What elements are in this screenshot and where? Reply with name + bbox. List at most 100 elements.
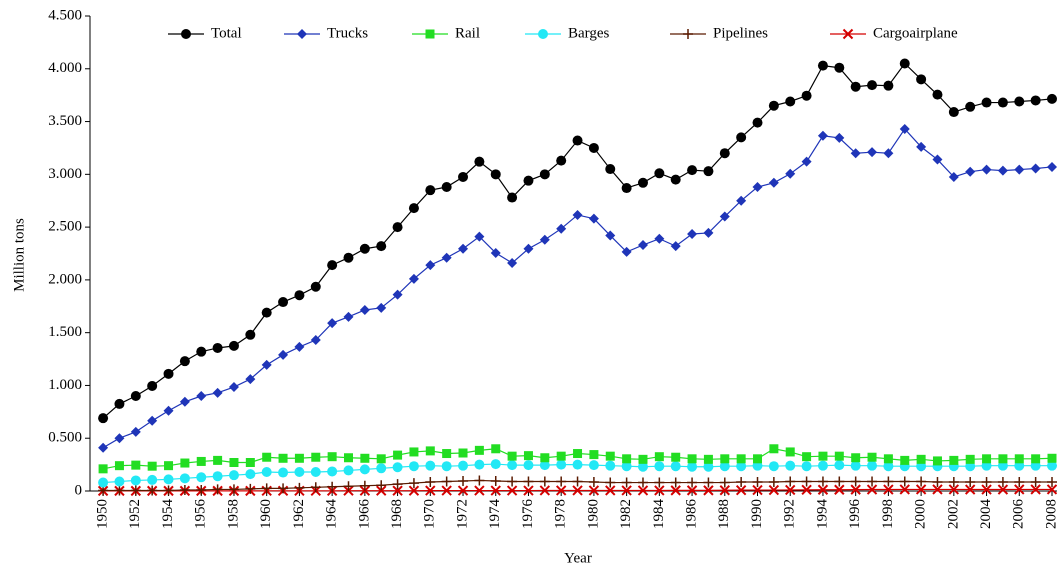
marker	[867, 147, 878, 158]
marker	[163, 485, 174, 496]
marker	[147, 461, 157, 471]
marker	[883, 80, 894, 91]
marker	[327, 481, 338, 492]
marker	[605, 230, 616, 241]
marker	[801, 156, 812, 167]
marker	[703, 477, 714, 488]
marker	[474, 459, 485, 470]
marker	[883, 148, 894, 159]
marker	[1030, 163, 1041, 174]
marker	[98, 413, 109, 424]
marker	[392, 462, 403, 473]
x-tick-label: 1966	[356, 499, 372, 530]
marker	[310, 281, 321, 292]
line	[102, 62, 1053, 419]
marker	[245, 483, 256, 494]
marker	[556, 155, 567, 166]
x-tick-label: 1972	[454, 499, 470, 529]
marker	[555, 485, 567, 496]
y-axis-title: Million tons	[11, 218, 27, 292]
marker	[572, 485, 583, 496]
legend-item: Rail	[412, 25, 480, 41]
marker	[490, 247, 501, 258]
marker	[294, 467, 305, 477]
marker	[130, 485, 141, 496]
marker	[1047, 161, 1057, 172]
marker	[212, 471, 223, 482]
marker	[131, 460, 141, 470]
marker	[851, 453, 861, 463]
x-tick-label: 1958	[225, 499, 241, 529]
marker	[539, 485, 551, 496]
marker	[278, 297, 289, 308]
marker	[114, 461, 124, 471]
marker	[850, 476, 861, 487]
marker	[441, 182, 452, 192]
marker	[343, 481, 354, 492]
marker	[605, 164, 616, 175]
marker	[539, 169, 550, 180]
marker	[392, 222, 403, 233]
marker	[491, 444, 501, 454]
marker	[490, 475, 501, 486]
marker	[801, 461, 812, 472]
marker	[818, 451, 828, 461]
marker	[114, 485, 125, 496]
marker	[736, 461, 747, 472]
marker	[196, 456, 206, 466]
marker	[768, 177, 779, 188]
marker	[538, 29, 548, 39]
marker	[392, 479, 403, 490]
marker	[147, 474, 158, 485]
marker	[997, 165, 1008, 176]
marker	[130, 426, 141, 437]
marker	[982, 454, 992, 464]
marker	[965, 454, 975, 464]
y-tick-label: 0.500	[48, 430, 82, 446]
marker	[752, 182, 763, 192]
marker	[572, 476, 583, 487]
marker	[490, 485, 501, 496]
y-tick-label: 2.500	[48, 219, 82, 235]
marker	[114, 476, 125, 487]
marker	[376, 480, 387, 491]
marker	[817, 60, 828, 71]
marker	[637, 461, 648, 472]
marker	[637, 177, 648, 188]
marker	[228, 340, 239, 351]
marker	[588, 477, 599, 488]
marker	[605, 477, 616, 488]
x-tick-label: 1950	[95, 499, 111, 529]
marker	[359, 304, 370, 315]
legend-item: Pipelines	[670, 25, 768, 41]
marker	[802, 452, 812, 462]
marker	[916, 141, 927, 152]
marker	[1014, 96, 1025, 107]
marker	[932, 484, 943, 495]
marker	[196, 346, 207, 357]
marker	[573, 449, 583, 459]
marker	[359, 464, 370, 475]
x-tick-label: 1974	[487, 498, 503, 529]
marker	[883, 454, 893, 464]
marker	[458, 448, 468, 458]
legend-item: Total	[168, 25, 242, 41]
marker	[621, 183, 632, 194]
marker	[556, 459, 567, 470]
marker	[883, 476, 894, 487]
marker	[294, 290, 305, 301]
marker	[736, 195, 747, 206]
marker	[392, 289, 403, 300]
marker	[768, 484, 780, 496]
marker	[1014, 454, 1024, 464]
legend-label: Total	[211, 25, 242, 41]
marker	[752, 117, 763, 128]
x-tick-label: 1990	[749, 499, 765, 529]
marker	[785, 476, 796, 487]
x-tick-label: 1968	[389, 499, 405, 529]
marker	[1030, 484, 1041, 495]
marker	[817, 476, 828, 487]
marker	[539, 234, 550, 245]
x-tick-label: 1960	[258, 499, 274, 529]
marker	[687, 165, 698, 176]
